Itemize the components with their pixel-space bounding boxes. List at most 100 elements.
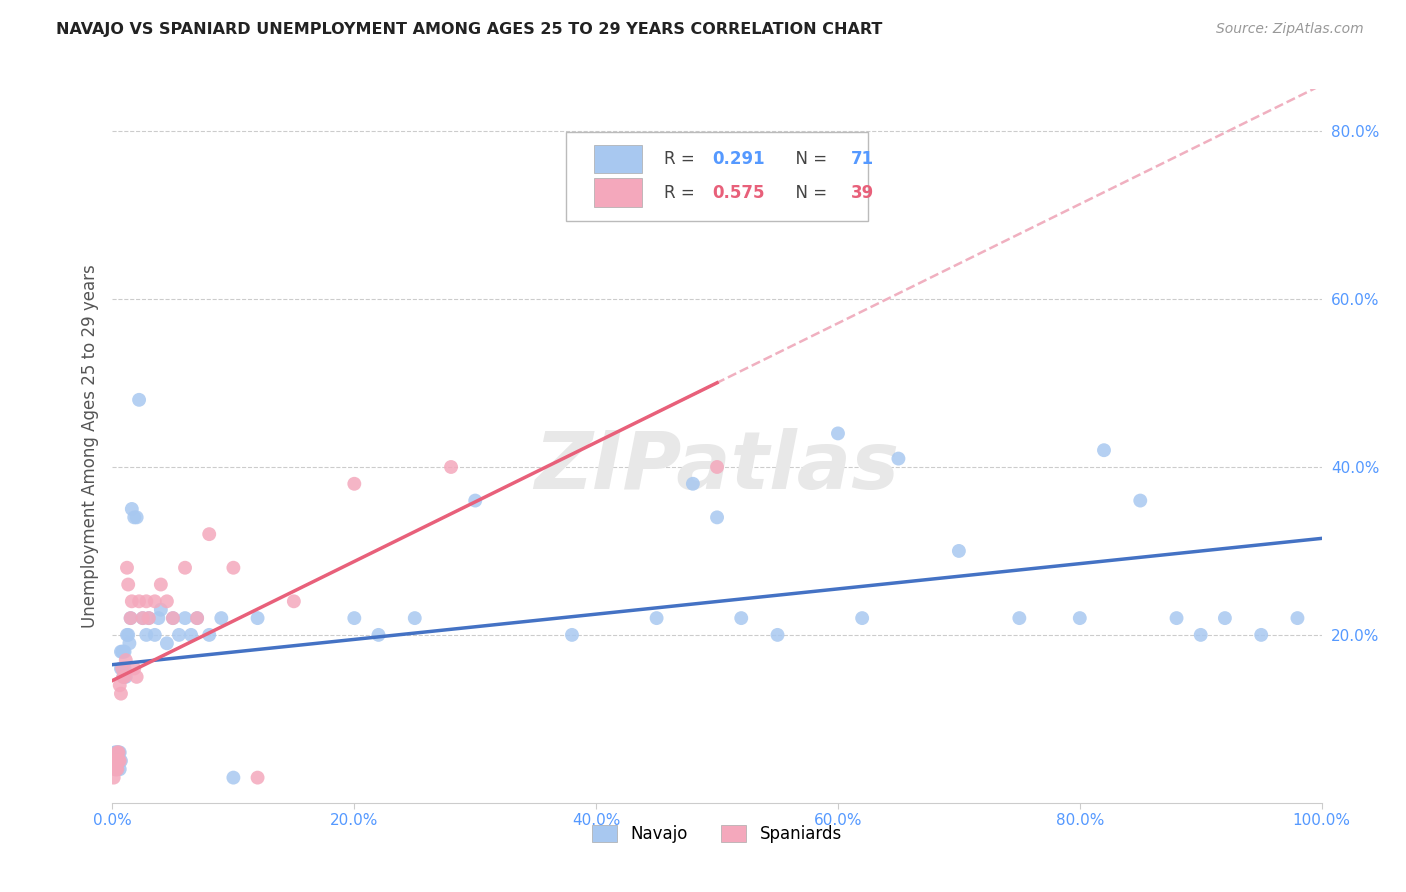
Text: R =: R = (664, 184, 700, 202)
Point (1189, 628, 1212, 642)
Point (105, 762, 128, 776)
Point (111, 661, 134, 675)
Point (180, 628, 202, 642)
Point (730, 611, 752, 625)
Point (174, 560, 197, 574)
Point (1129, 493, 1152, 508)
Bar (593, 145, 643, 173)
Point (114, 670, 136, 684)
Point (120, 611, 142, 625)
Point (561, 628, 583, 642)
Point (186, 611, 208, 625)
Point (121, 594, 143, 608)
Point (440, 460, 463, 475)
Text: Source: ZipAtlas.com: Source: ZipAtlas.com (1216, 22, 1364, 37)
Point (186, 611, 208, 625)
Point (645, 611, 668, 625)
Point (149, 577, 172, 591)
Point (110, 754, 132, 768)
Point (114, 661, 136, 675)
Point (105, 746, 128, 760)
Point (343, 476, 366, 491)
Point (105, 762, 128, 776)
Point (198, 527, 221, 541)
Text: ZIPatlas: ZIPatlas (534, 428, 900, 507)
Point (114, 645, 136, 659)
Point (105, 754, 128, 768)
Point (108, 746, 131, 760)
Point (167, 628, 190, 642)
Point (174, 611, 197, 625)
Text: 0.291: 0.291 (713, 150, 765, 168)
Point (222, 560, 245, 574)
Point (112, 645, 135, 659)
Point (367, 628, 389, 642)
Text: 0.575: 0.575 (713, 184, 765, 202)
Point (1092, 443, 1115, 458)
Point (108, 762, 131, 776)
Point (143, 628, 166, 642)
Point (125, 670, 148, 684)
Point (122, 661, 145, 675)
Point (138, 611, 160, 625)
Point (110, 645, 132, 659)
Point (112, 670, 135, 684)
Bar (593, 178, 643, 207)
Point (105, 754, 128, 768)
Point (117, 577, 139, 591)
Point (404, 611, 426, 625)
Point (128, 392, 150, 407)
Point (122, 510, 145, 524)
Y-axis label: Unemployment Among Ages 25 to 29 years: Unemployment Among Ages 25 to 29 years (80, 264, 98, 628)
Point (198, 628, 221, 642)
Point (118, 636, 141, 650)
Point (132, 611, 155, 625)
Point (887, 451, 910, 466)
Point (1008, 611, 1031, 625)
Point (107, 754, 129, 768)
Point (108, 754, 131, 768)
Point (1250, 628, 1272, 642)
Point (246, 611, 269, 625)
Point (132, 611, 155, 625)
Point (105, 762, 128, 776)
Text: N =: N = (785, 150, 832, 168)
Point (104, 754, 127, 768)
Point (105, 754, 128, 768)
Point (103, 771, 125, 785)
Text: R =: R = (664, 150, 700, 168)
Point (107, 754, 129, 768)
Point (283, 594, 305, 608)
Point (135, 628, 157, 642)
Point (209, 611, 232, 625)
Point (1286, 611, 1309, 625)
Point (143, 594, 166, 608)
Point (128, 594, 150, 608)
Point (156, 636, 179, 650)
Point (706, 510, 728, 524)
Point (110, 661, 132, 675)
FancyBboxPatch shape (565, 132, 868, 221)
Point (149, 603, 172, 617)
Point (120, 611, 142, 625)
Point (464, 493, 486, 508)
Point (105, 746, 128, 760)
Point (827, 426, 849, 441)
Point (107, 754, 129, 768)
Point (162, 611, 184, 625)
Point (117, 628, 139, 642)
Point (246, 771, 269, 785)
Point (105, 762, 128, 776)
Point (138, 611, 160, 625)
Point (682, 476, 704, 491)
Point (110, 687, 132, 701)
Text: N =: N = (785, 184, 832, 202)
Text: 71: 71 (851, 150, 875, 168)
Point (851, 611, 873, 625)
Point (766, 628, 789, 642)
Point (222, 771, 245, 785)
Point (111, 645, 134, 659)
Point (112, 670, 135, 684)
Point (105, 746, 128, 760)
Point (103, 754, 125, 768)
